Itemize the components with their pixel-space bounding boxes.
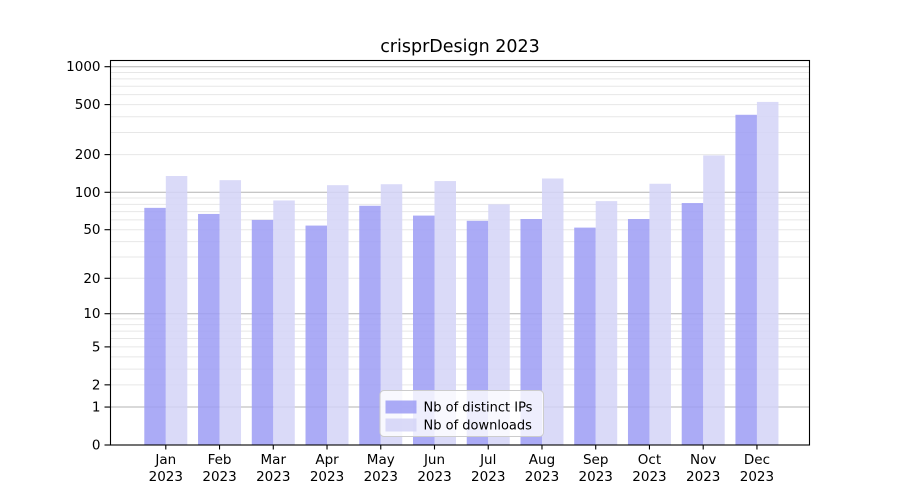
y-tick-label: 20 xyxy=(83,271,100,287)
x-tick-label-month: Mar xyxy=(261,452,287,468)
x-tick-label-month: Jan xyxy=(154,452,176,468)
x-tick-label-year: 2023 xyxy=(364,469,398,485)
bar-downloads-sep xyxy=(595,201,618,445)
chart-title: crisprDesign 2023 xyxy=(380,37,540,57)
bar-distinct-ips-oct xyxy=(627,219,650,445)
x-tick-label-month: Aug xyxy=(529,452,555,468)
bar-downloads-apr xyxy=(327,185,349,445)
y-tick-label: 10 xyxy=(83,306,100,322)
x-tick-label-month: Nov xyxy=(690,452,716,468)
bar-downloads-feb xyxy=(219,180,242,445)
legend-label-downloads: Nb of downloads xyxy=(424,419,533,434)
y-tick-label: 50 xyxy=(83,222,100,238)
bar-downloads-oct xyxy=(649,183,671,445)
x-tick-label-month: Jul xyxy=(479,452,496,468)
y-tick-label: 0 xyxy=(92,438,101,454)
x-tick-label-month: Dec xyxy=(744,452,770,468)
y-tick-label: 2 xyxy=(92,377,101,393)
x-tick-label-year: 2023 xyxy=(149,469,183,485)
x-tick-label-year: 2023 xyxy=(686,469,720,485)
legend: Nb of distinct IPs Nb of downloads xyxy=(379,390,544,437)
bar-distinct-ips-jul xyxy=(466,220,489,445)
x-tick-label-year: 2023 xyxy=(632,469,666,485)
y-axis: 0 1 2 5 10 20 50 100 200 500 1000 xyxy=(66,59,111,454)
x-tick-label-year: 2023 xyxy=(525,469,559,485)
x-tick-label-year: 2023 xyxy=(579,469,613,485)
x-tick-label-year: 2023 xyxy=(256,469,290,485)
x-tick-label-month: Sep xyxy=(583,452,608,468)
x-tick-label-month: Feb xyxy=(208,452,232,468)
bar-distinct-ips-apr xyxy=(305,225,328,445)
x-tick-label-year: 2023 xyxy=(202,469,236,485)
bar-downloads-dec xyxy=(756,101,779,445)
bar-downloads-mar xyxy=(273,200,295,445)
y-tick-label: 500 xyxy=(75,97,101,113)
legend-box xyxy=(379,390,544,437)
legend-swatch-distinct-ips xyxy=(385,400,417,414)
bar-downloads-jul xyxy=(488,204,510,445)
x-tick-label-year: 2023 xyxy=(310,469,344,485)
bar-distinct-ips-may xyxy=(359,205,381,445)
bar-distinct-ips-aug xyxy=(520,219,542,445)
y-tick-label: 5 xyxy=(92,339,101,355)
bar-distinct-ips-dec xyxy=(735,114,757,446)
x-tick-label-year: 2023 xyxy=(740,469,774,485)
y-tick-label: 200 xyxy=(75,147,101,163)
bar-downloads-aug xyxy=(541,178,564,446)
y-tick-label: 1 xyxy=(92,400,101,416)
bar-downloads-jun xyxy=(434,181,456,445)
bar-distinct-ips-mar xyxy=(251,219,274,445)
bar-downloads-jan xyxy=(165,175,188,446)
bar-distinct-ips-nov xyxy=(681,203,704,445)
bar-downloads-nov xyxy=(703,155,725,446)
x-tick-label-month: Jun xyxy=(423,452,445,468)
legend-swatch-downloads xyxy=(385,418,417,432)
x-tick-label-month: Oct xyxy=(638,452,661,468)
x-tick-label-year: 2023 xyxy=(417,469,451,485)
bar-distinct-ips-feb xyxy=(198,213,220,445)
y-tick-label: 1000 xyxy=(66,59,100,75)
bar-downloads-may xyxy=(380,184,403,445)
x-axis: Jan2023Feb2023Mar2023Apr2023May2023Jun20… xyxy=(149,445,774,485)
x-tick-label-month: May xyxy=(367,452,395,468)
bar-distinct-ips-sep xyxy=(574,227,596,445)
bars xyxy=(144,101,779,446)
bar-distinct-ips-jun xyxy=(413,215,435,445)
x-tick-label-month: Apr xyxy=(315,452,339,468)
y-tick-label: 100 xyxy=(75,185,101,201)
bar-distinct-ips-jan xyxy=(144,207,166,445)
axes-spines xyxy=(109,59,811,446)
x-tick-label-year: 2023 xyxy=(471,469,505,485)
legend-label-distinct-ips: Nb of distinct IPs xyxy=(424,401,533,416)
